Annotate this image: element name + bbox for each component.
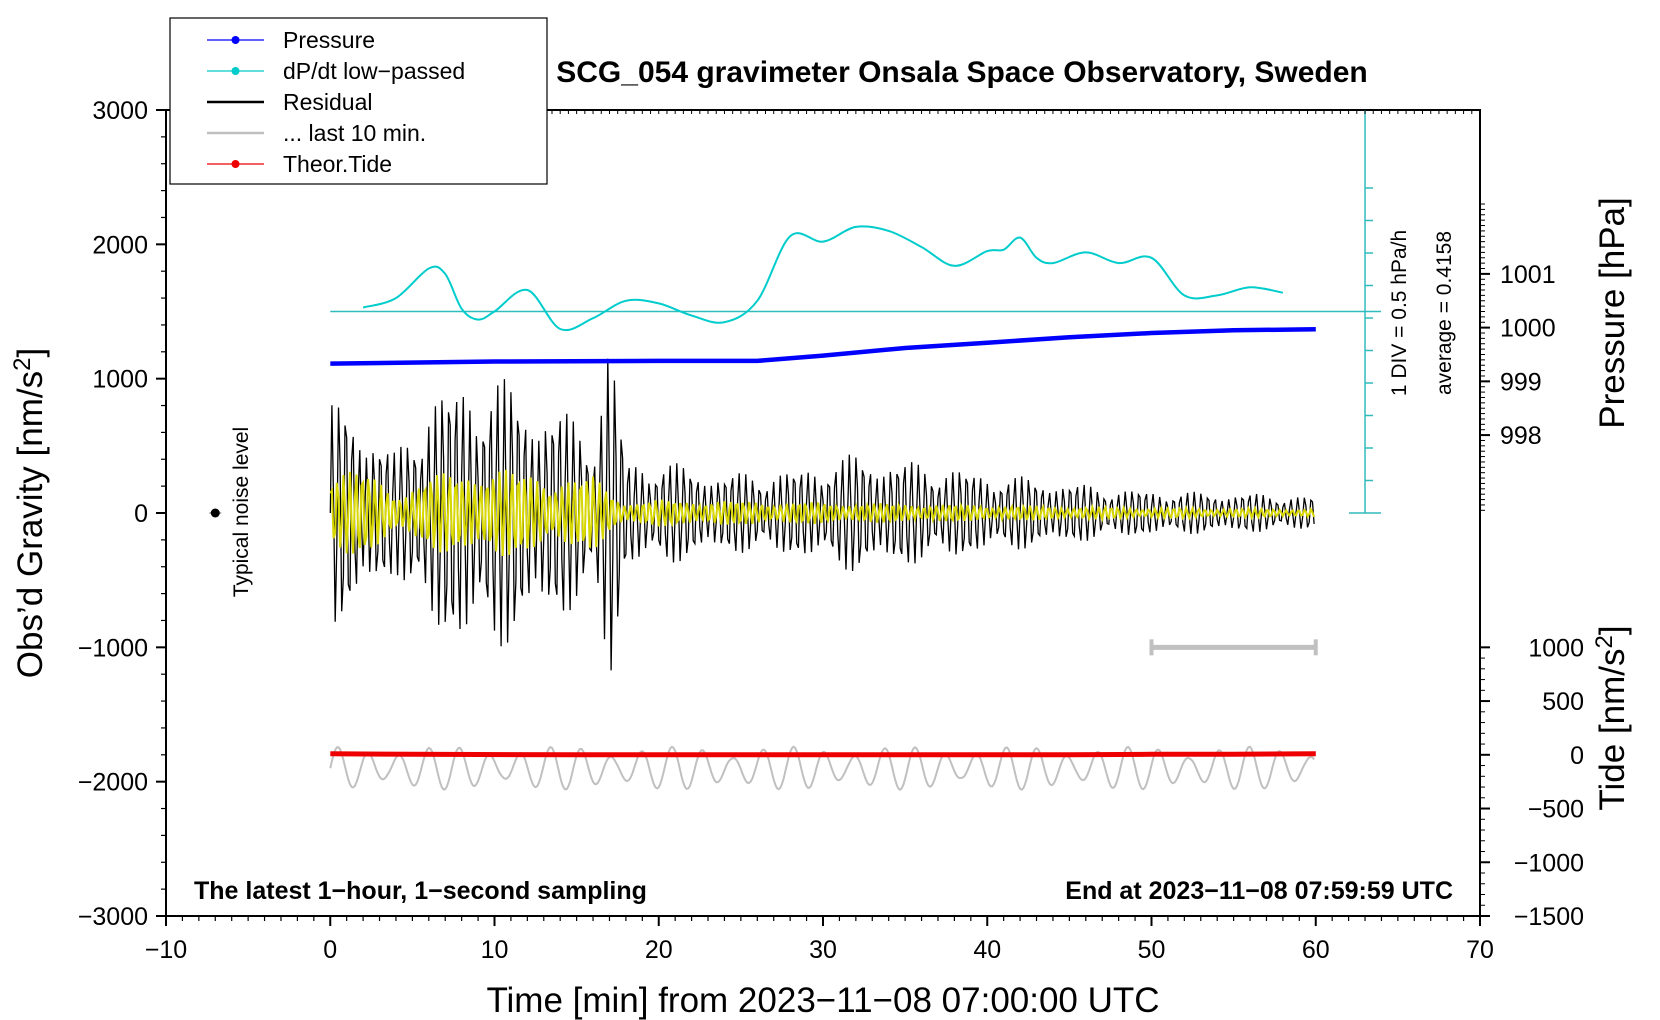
misc-marks (209, 508, 1318, 656)
legend: Pressure dP/dt low−passed Residual ... last… (169, 17, 548, 185)
residual-line (329, 358, 1315, 671)
pressure-tick-label: 1001 (1500, 261, 1556, 289)
tide-tick-label: 500 (1542, 688, 1584, 716)
pressure-line (330, 326, 1316, 366)
x-tick-label: 70 (1466, 936, 1494, 964)
y-axis-left-label: Obs’d Gravity [nm/s2] (9, 348, 50, 678)
y-axis-left-label-end: ] (11, 348, 50, 358)
tide-axis-label-main: Tide [nm/s (1593, 649, 1632, 811)
legend-label: ... last 10 min. (283, 120, 426, 146)
dpdt-line (362, 225, 1284, 332)
y-tick-label: 0 (134, 500, 148, 528)
noise-label: Typical noise level (230, 427, 253, 597)
tide-axis-label-end: ] (1593, 625, 1632, 635)
pressure-axis-ticks: 998 999 1000 1001 (1479, 110, 1556, 513)
dpdt-average-label: average = 0.4158 (1433, 231, 1456, 395)
legend-swatch-marker (231, 36, 240, 44)
x-tick-label: 50 (1138, 936, 1166, 964)
y-tick-label: −2000 (78, 769, 148, 797)
x-tick-label: 20 (645, 936, 673, 964)
y-axis-left-label-sup: 2 (9, 358, 36, 371)
pressure-tick-label: 1000 (1500, 315, 1556, 343)
x-tick-label: −10 (145, 936, 187, 964)
x-tick-label: 30 (809, 936, 837, 964)
pressure-tick-label: 999 (1500, 368, 1542, 396)
y-tick-label: 2000 (92, 231, 148, 259)
tide-series (330, 751, 1316, 758)
y-tick-label: −1000 (78, 634, 148, 662)
y-axis-left-label-main: Obs’d Gravity [nm/s (11, 371, 50, 678)
chart-title: SCG_054 gravimeter Onsala Space Observat… (556, 56, 1368, 89)
x-axis-label: Time [min] from 2023−11−08 07:00:00 UTC (486, 981, 1159, 1020)
legend-label: Theor.Tide (283, 151, 392, 177)
dpdt-div-label: 1 DIV = 0.5 hPa/h (1388, 230, 1411, 396)
residual-series (329, 358, 1315, 671)
tide-axis-label-sup: 2 (1591, 635, 1618, 648)
x-tick-label: 0 (323, 936, 337, 964)
annotation-bottom-left: The latest 1−hour, 1−second sampling (194, 877, 647, 905)
lowpass-line (329, 469, 1316, 557)
tide-tick-label: −1500 (1514, 903, 1584, 931)
pressure-axis-label: Pressure [hPa] (1593, 197, 1632, 429)
legend-label: Pressure (283, 27, 375, 53)
tide-tick-label: −500 (1528, 796, 1584, 824)
tide-tick-label: −1000 (1514, 849, 1584, 877)
legend-items: Pressure dP/dt low−passed Residual ... last… (207, 27, 465, 177)
x-tick-label: 10 (481, 936, 509, 964)
tide-tick-label: 1000 (1528, 634, 1584, 662)
tide-tick-label: 0 (1570, 742, 1584, 770)
legend-swatch-marker (231, 67, 240, 75)
dpdt-series (362, 225, 1284, 332)
pressure-tick-label: 998 (1500, 422, 1542, 450)
dpdt-scale (330, 110, 1382, 514)
x-tick-label: 40 (973, 936, 1001, 964)
tide-axis-label: Tide [nm/s2] (1591, 625, 1632, 810)
y-tick-label: −3000 (78, 903, 148, 931)
tide-line (330, 751, 1316, 758)
noise-marker-dot (210, 508, 220, 518)
pressure-series (330, 326, 1316, 366)
annotation-bottom-right: End at 2023−11−08 07:59:59 UTC (1065, 877, 1453, 905)
x-tick-label: 60 (1302, 936, 1330, 964)
y-tick-label: 1000 (92, 366, 148, 394)
lowpass-series (329, 469, 1316, 557)
legend-label: Residual (283, 89, 373, 115)
y-tick-label: 3000 (92, 97, 148, 125)
tide-axis-ticks: −1500 −1000 −500 0 500 1000 (1480, 634, 1584, 931)
legend-label: dP/dt low−passed (283, 58, 465, 84)
y-axis-left-ticks: −3000 −2000 −1000 0 1000 2000 3000 (78, 97, 166, 931)
legend-swatch-marker (231, 160, 240, 168)
